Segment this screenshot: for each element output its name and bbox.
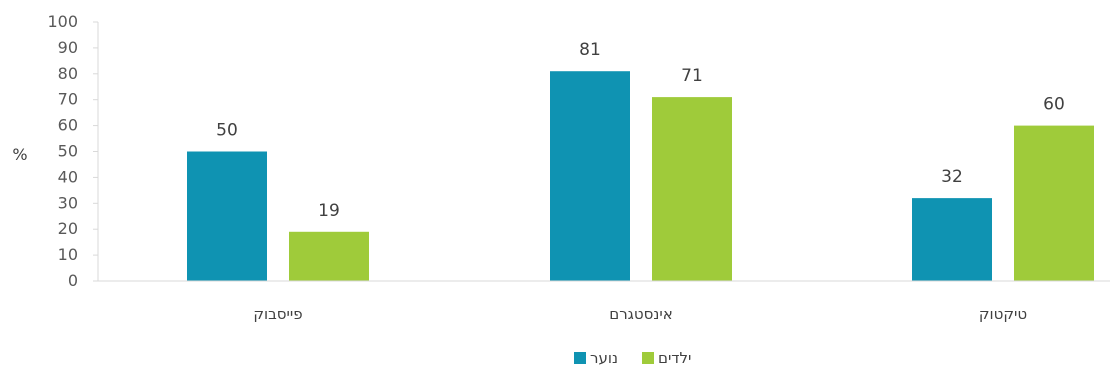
x-category-label: אינסטגרם [609, 305, 672, 323]
y-tick-label: 60 [58, 116, 78, 135]
y-tick-label: 50 [58, 142, 78, 161]
data-label: 60 [1043, 95, 1065, 115]
bar-youth-0 [187, 151, 267, 281]
bars: 50 19 81 71 32 60 [187, 40, 1094, 282]
y-tick-label: 90 [58, 38, 78, 57]
legend: נוער ילדים [574, 349, 691, 367]
data-label: 81 [579, 40, 601, 60]
y-tick-label: 0 [68, 271, 78, 290]
legend-label-children: ילדים [658, 349, 691, 367]
y-axis: 0 10 20 30 40 50 60 70 80 90 100 [47, 12, 99, 290]
y-tick-label: 10 [58, 245, 78, 264]
x-axis: פייסבוק אינסטגרם טיקטוק [98, 280, 1110, 323]
data-label: 71 [681, 66, 703, 86]
bar-youth-2 [912, 198, 992, 281]
bar-children-0 [289, 231, 369, 281]
x-category-label: טיקטוק [979, 305, 1027, 323]
data-label: 19 [318, 201, 340, 221]
y-tick-label: 70 [58, 90, 78, 109]
x-category-label: פייסבוק [253, 305, 302, 323]
legend-label-youth: נוער [590, 349, 618, 367]
data-label: 50 [216, 121, 238, 141]
y-tick-label: 20 [58, 219, 78, 238]
bar-children-2 [1014, 125, 1094, 281]
y-tick-label: 100 [47, 12, 78, 31]
legend-swatch-youth [574, 352, 586, 364]
data-label: 32 [941, 167, 963, 187]
bar-youth-1 [550, 71, 630, 282]
y-tick-label: 80 [58, 64, 78, 83]
y-tick-label: 30 [58, 193, 78, 212]
legend-swatch-children [642, 352, 654, 364]
y-tick-label: 40 [58, 167, 78, 186]
y-axis-label: % [12, 145, 27, 164]
bar-children-1 [652, 97, 732, 281]
